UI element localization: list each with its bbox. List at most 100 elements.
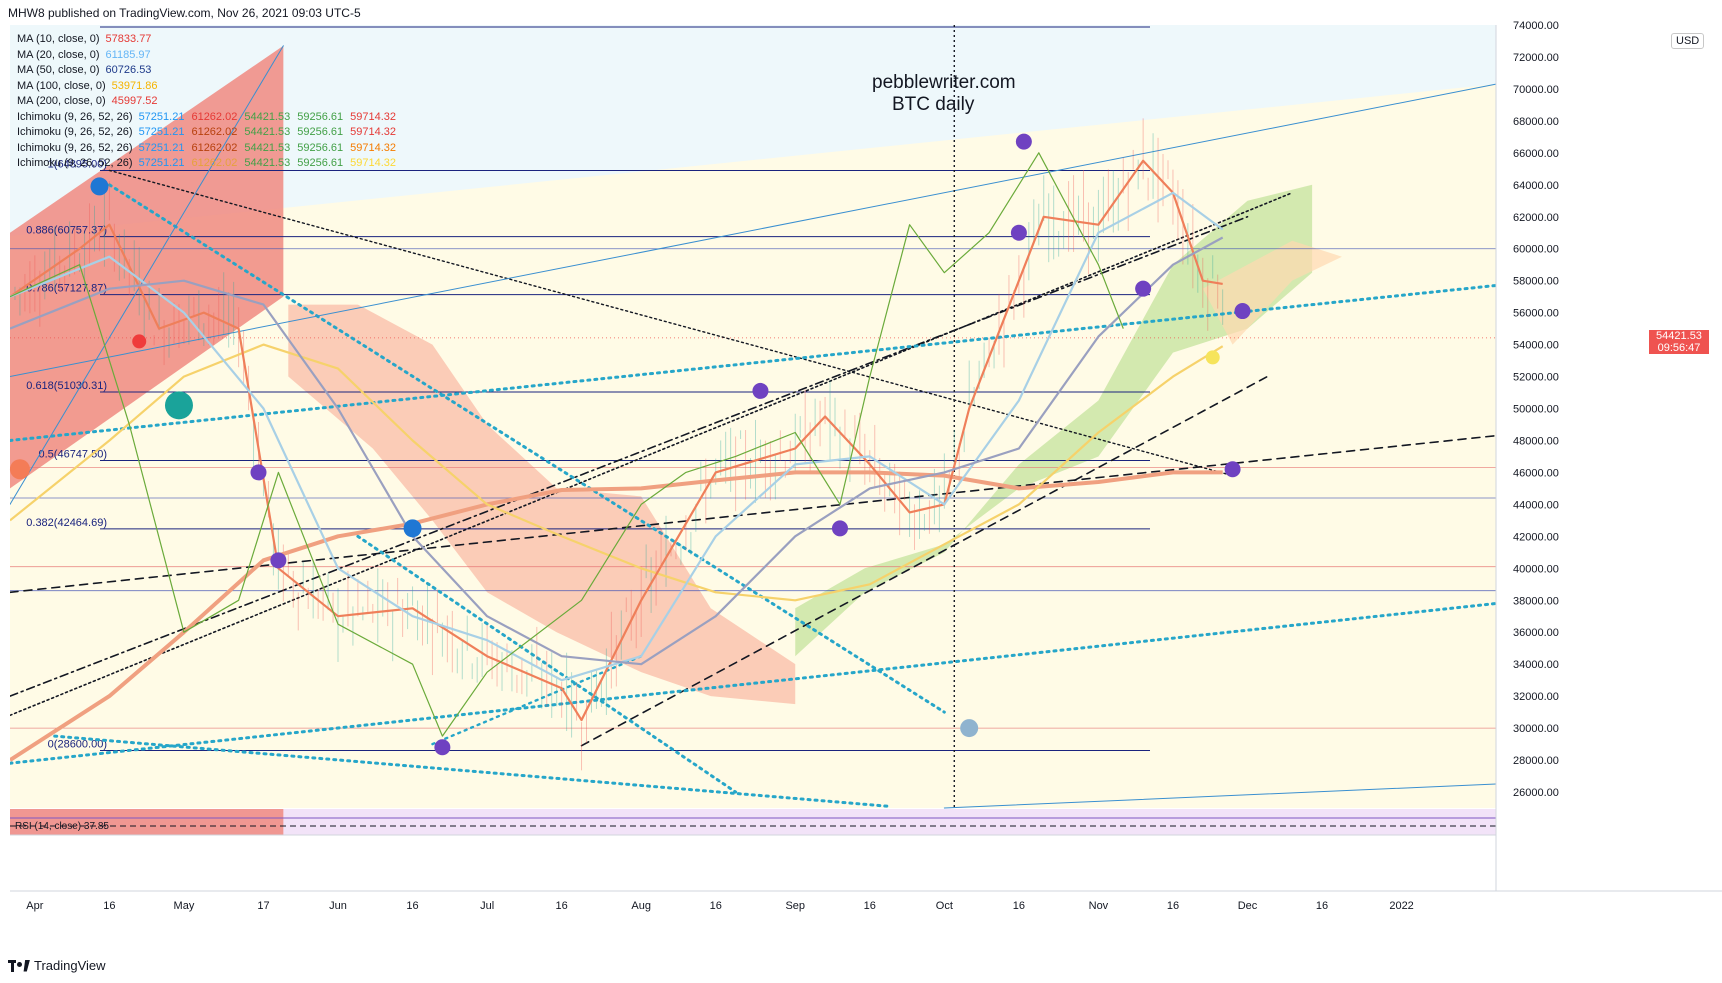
y-tick-label: 50000.00 bbox=[1513, 404, 1559, 416]
legend-name: Ichimoku (9, 26, 52, 26) bbox=[17, 157, 133, 169]
legend-name: MA (20, close, 0) bbox=[17, 48, 100, 61]
chart-background bbox=[10, 25, 1722, 891]
legend-row[interactable]: Ichimoku (9, 26, 52, 26) 57251.21 61262.02… bbox=[17, 126, 403, 138]
channel-top-fill bbox=[10, 25, 1496, 236]
last-price-tag: 54421.53 09:56:47 bbox=[1649, 329, 1709, 354]
marker-dot bbox=[1135, 280, 1152, 297]
trendline bbox=[10, 215, 1249, 697]
trendline bbox=[10, 434, 1497, 594]
x-tick-label: 16 bbox=[1316, 900, 1328, 912]
series-line bbox=[10, 236, 1224, 666]
trendline bbox=[356, 534, 738, 794]
marker-dot bbox=[403, 519, 422, 538]
legend-name: Ichimoku (9, 26, 52, 26) bbox=[17, 141, 133, 154]
legend-value: 57251.21 bbox=[138, 157, 185, 169]
y-tick-label: 66000.00 bbox=[1513, 148, 1559, 160]
trendline bbox=[108, 169, 1234, 477]
series-line bbox=[10, 152, 1124, 737]
x-tick-label: 16 bbox=[406, 900, 418, 912]
x-tick-label: Dec bbox=[1238, 900, 1258, 912]
shaded-box bbox=[10, 45, 284, 489]
tradingview-logo-icon bbox=[8, 959, 30, 972]
y-tick-label: 36000.00 bbox=[1513, 627, 1559, 639]
trendline bbox=[10, 45, 284, 505]
y-tick-label: 60000.00 bbox=[1513, 244, 1559, 256]
legend-value: 57251.21 bbox=[138, 126, 185, 138]
series-line bbox=[10, 191, 1224, 682]
legend-value: 59714.32 bbox=[350, 110, 397, 123]
x-tick-label: Apr bbox=[26, 900, 43, 912]
y-tick-label: 54000.00 bbox=[1513, 340, 1559, 352]
currency-button[interactable]: USD bbox=[1671, 33, 1705, 49]
y-tick-label: 46000.00 bbox=[1513, 467, 1559, 479]
legend-value: 54421.53 bbox=[244, 141, 291, 154]
ichimoku-cloud bbox=[288, 184, 1342, 705]
trendline bbox=[53, 734, 892, 808]
y-tick-label: 32000.00 bbox=[1513, 691, 1559, 703]
legend-value: 59714.32 bbox=[350, 141, 397, 154]
y-tick-label: 44000.00 bbox=[1513, 499, 1559, 511]
cloud-bearish bbox=[288, 304, 796, 705]
x-tick-label: Oct bbox=[936, 900, 953, 912]
x-tick-label: May bbox=[174, 900, 195, 912]
legend-value: 61185.97 bbox=[105, 48, 151, 61]
y-tick-label: 52000.00 bbox=[1513, 372, 1559, 384]
legend-value: 59256.61 bbox=[297, 141, 344, 154]
published-header: MHW8 published on TradingView.com, Nov 2… bbox=[8, 6, 361, 20]
legend-value: 45997.52 bbox=[111, 95, 158, 107]
legend-row[interactable]: MA (10, close, 0) 57833.77 bbox=[17, 33, 158, 45]
legend-row[interactable]: MA (50, close, 0) 60726.53 bbox=[17, 64, 158, 76]
y-tick-label: 34000.00 bbox=[1513, 659, 1559, 671]
legend-value: 54421.53 bbox=[244, 157, 291, 169]
rsi-pane: RSI (14, close) 37.85 bbox=[10, 809, 1496, 836]
marker-dot bbox=[250, 464, 267, 481]
legend-row[interactable]: Ichimoku (9, 26, 52, 26) 57251.21 61262.02… bbox=[17, 142, 403, 154]
marker-dot bbox=[1010, 224, 1027, 241]
marker-dot bbox=[831, 520, 848, 537]
legend-name: Ichimoku (9, 26, 52, 26) bbox=[17, 126, 133, 138]
legend-row[interactable]: Ichimoku (9, 26, 52, 26) 57251.21 61262.02… bbox=[17, 111, 403, 123]
last-price-value: 54421.53 bbox=[1656, 329, 1702, 342]
marker-dot bbox=[434, 739, 451, 756]
price-scale-bg bbox=[1496, 25, 1722, 891]
legend-name: MA (50, close, 0) bbox=[17, 64, 100, 76]
fib-level-label: 0.886(60757.37) bbox=[26, 225, 107, 237]
y-tick-label: 56000.00 bbox=[1513, 308, 1559, 320]
y-tick-label: 72000.00 bbox=[1513, 52, 1559, 64]
legend-value: 59714.32 bbox=[350, 157, 397, 169]
legend-row[interactable]: MA (100, close, 0) 53971.86 bbox=[17, 80, 165, 92]
x-tick-label: 16 bbox=[1013, 900, 1025, 912]
y-tick-label: 48000.00 bbox=[1513, 435, 1559, 447]
y-tick-label: 64000.00 bbox=[1513, 180, 1559, 192]
y-tick-label: 68000.00 bbox=[1513, 116, 1559, 128]
legend-row[interactable]: Ichimoku (9, 26, 52, 26) 57251.21 61262.02… bbox=[17, 157, 403, 169]
x-tick-label: 16 bbox=[103, 900, 115, 912]
legend-value: 61262.02 bbox=[191, 110, 238, 123]
candles bbox=[14, 118, 1224, 771]
legend-row[interactable]: MA (20, close, 0) 61185.97 bbox=[17, 49, 158, 61]
x-tick-label: Jul bbox=[480, 900, 494, 912]
x-tick-label: 16 bbox=[556, 900, 568, 912]
series-line bbox=[10, 470, 1223, 762]
marker-dot bbox=[132, 334, 147, 349]
x-tick-label: Aug bbox=[631, 900, 651, 912]
watermark-line2: BTC daily bbox=[892, 94, 975, 115]
bar-countdown: 09:56:47 bbox=[1657, 341, 1701, 354]
fib-level-label: 0.618(51030.31) bbox=[26, 380, 107, 392]
marker-dot bbox=[1234, 303, 1251, 320]
series-line bbox=[10, 343, 1224, 602]
legend-name: MA (10, close, 0) bbox=[17, 33, 100, 45]
axes: 26000.00 28000.00 30000.00 32000.00 34000.00… bbox=[10, 20, 1722, 912]
cloud-future bbox=[1202, 240, 1342, 345]
fib-level-label: 0.786(57127.87) bbox=[26, 283, 107, 295]
footer-brand: TradingView bbox=[34, 958, 106, 973]
legend-value: 57251.21 bbox=[138, 141, 185, 154]
legend-value: 61262.02 bbox=[191, 141, 238, 154]
x-tick-label: Nov bbox=[1089, 900, 1109, 912]
marker-dot bbox=[1015, 133, 1032, 150]
y-tick-label: 42000.00 bbox=[1513, 531, 1559, 543]
legend-value: 53971.86 bbox=[111, 79, 158, 92]
legend-row[interactable]: MA (200, close, 0) 45997.52 bbox=[17, 95, 165, 107]
fib-level-label: 1(64895.00) bbox=[48, 158, 107, 170]
